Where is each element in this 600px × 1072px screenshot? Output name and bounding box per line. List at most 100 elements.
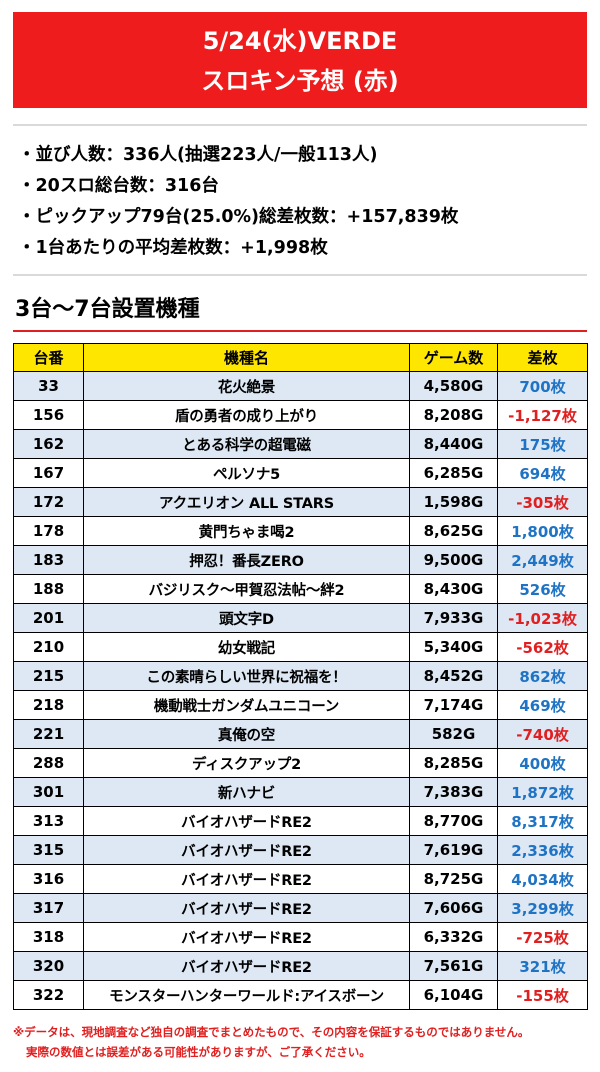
cell-games: 8,430G	[409, 574, 498, 604]
stats-list: ・並び人数：336人(抽選223人/一般113人) ・20スロ総台数：316台 …	[18, 140, 588, 264]
table-row: 317 バイオハザードRE2 7,606G 3,299枚	[13, 893, 588, 923]
cell-number: 288	[13, 748, 84, 778]
cell-number: 322	[13, 980, 84, 1010]
cell-diff: 3,299枚	[497, 893, 588, 923]
cell-number: 317	[13, 893, 84, 923]
cell-games: 582G	[409, 719, 498, 749]
table-row: 215 この素晴らしい世界に祝福を！ 8,452G 862枚	[13, 661, 588, 691]
cell-machine-name: バイオハザードRE2	[83, 864, 410, 894]
cell-diff: -305枚	[497, 487, 588, 517]
cell-machine-name: アクエリオン ALL STARS	[83, 487, 410, 517]
table-row: 301 新ハナビ 7,383G 1,872枚	[13, 777, 588, 807]
cell-number: 301	[13, 777, 84, 807]
cell-machine-name: 幼女戦記	[83, 632, 410, 662]
table-row: 322 モンスターハンターワールド:アイスボーン 6,104G -155枚	[13, 980, 588, 1010]
cell-number: 210	[13, 632, 84, 662]
disclaimer-line1: ※データは、現地調査など独自の調査でまとめたもので、その内容を保証するものではあ…	[13, 1025, 530, 1039]
section-underline	[13, 330, 587, 332]
cell-diff: 694枚	[497, 458, 588, 488]
col-header-games: ゲーム数	[409, 343, 498, 372]
table-row: 172 アクエリオン ALL STARS 1,598G -305枚	[13, 487, 588, 517]
cell-number: 178	[13, 516, 84, 546]
cell-number: 316	[13, 864, 84, 894]
cell-games: 8,625G	[409, 516, 498, 546]
cell-games: 8,452G	[409, 661, 498, 691]
cell-machine-name: 黄門ちゃま喝2	[83, 516, 410, 546]
disclaimer: ※データは、現地調査など独自の調査でまとめたもので、その内容を保証するものではあ…	[13, 1022, 598, 1062]
col-header-machine: 機種名	[83, 343, 410, 372]
cell-games: 9,500G	[409, 545, 498, 575]
cell-number: 313	[13, 806, 84, 836]
cell-machine-name: ペルソナ5	[83, 458, 410, 488]
cell-games: 7,174G	[409, 690, 498, 720]
table-row: 188 バジリスク～甲賀忍法帖～絆2 8,430G 526枚	[13, 574, 588, 604]
cell-diff: 175枚	[497, 429, 588, 459]
divider-bottom	[13, 274, 587, 276]
stat-line: ・1台あたりの平均差枚数：+1,998枚	[18, 238, 328, 258]
table-row: 33 花火絶景 4,580G 700枚	[13, 371, 588, 401]
table-row: 162 とある科学の超電磁 8,440G 175枚	[13, 429, 588, 459]
table-row: 316 バイオハザードRE2 8,725G 4,034枚	[13, 864, 588, 894]
cell-machine-name: バイオハザードRE2	[83, 893, 410, 923]
cell-number: 162	[13, 429, 84, 459]
cell-games: 7,561G	[409, 951, 498, 981]
col-header-diff: 差枚	[497, 343, 588, 372]
cell-diff: -155枚	[497, 980, 588, 1010]
table-row: 318 バイオハザードRE2 6,332G -725枚	[13, 922, 588, 952]
cell-machine-name: ディスクアップ2	[83, 748, 410, 778]
cell-diff: 4,034枚	[497, 864, 588, 894]
cell-machine-name: 盾の勇者の成り上がり	[83, 400, 410, 430]
col-header-number: 台番	[13, 343, 84, 372]
cell-diff: -562枚	[497, 632, 588, 662]
cell-diff: 862枚	[497, 661, 588, 691]
cell-diff: 8,317枚	[497, 806, 588, 836]
cell-diff: -1,023枚	[497, 603, 588, 633]
title-subtitle: スロキン予想 (赤)	[201, 67, 399, 95]
table-row: 210 幼女戦記 5,340G -562枚	[13, 632, 588, 662]
cell-games: 7,933G	[409, 603, 498, 633]
cell-games: 8,770G	[409, 806, 498, 836]
cell-diff: -725枚	[497, 922, 588, 952]
disclaimer-line2: 実際の数値とは誤差がある可能性がありますが、ご了承ください。	[26, 1045, 371, 1059]
cell-machine-name: 新ハナビ	[83, 777, 410, 807]
cell-games: 4,580G	[409, 371, 498, 401]
table-row: 221 真俺の空 582G -740枚	[13, 719, 588, 749]
table-row: 178 黄門ちゃま喝2 8,625G 1,800枚	[13, 516, 588, 546]
cell-number: 172	[13, 487, 84, 517]
table-row: 167 ペルソナ5 6,285G 694枚	[13, 458, 588, 488]
cell-diff: 321枚	[497, 951, 588, 981]
table-header-row: 台番 機種名 ゲーム数 差枚	[13, 343, 588, 372]
stat-line: ・並び人数：336人(抽選223人/一般113人)	[18, 145, 378, 165]
cell-diff: 2,449枚	[497, 545, 588, 575]
cell-machine-name: バイオハザードRE2	[83, 951, 410, 981]
cell-machine-name: バイオハザードRE2	[83, 922, 410, 952]
table-row: 218 機動戦士ガンダムユニコーン 7,174G 469枚	[13, 690, 588, 720]
machine-table: 台番 機種名 ゲーム数 差枚 33 花火絶景 4,580G 700枚 156 盾の勇者の成…	[13, 343, 588, 1010]
cell-number: 188	[13, 574, 84, 604]
cell-games: 8,725G	[409, 864, 498, 894]
cell-games: 7,606G	[409, 893, 498, 923]
cell-games: 6,332G	[409, 922, 498, 952]
cell-number: 201	[13, 603, 84, 633]
cell-number: 315	[13, 835, 84, 865]
table-row: 156 盾の勇者の成り上がり 8,208G -1,127枚	[13, 400, 588, 430]
cell-games: 5,340G	[409, 632, 498, 662]
section-title: 3台～7台設置機種	[15, 297, 200, 322]
cell-games: 7,383G	[409, 777, 498, 807]
cell-games: 8,285G	[409, 748, 498, 778]
cell-number: 221	[13, 719, 84, 749]
cell-number: 318	[13, 922, 84, 952]
divider-top	[13, 124, 587, 126]
cell-diff: 1,800枚	[497, 516, 588, 546]
cell-machine-name: バイオハザードRE2	[83, 806, 410, 836]
cell-machine-name: 機動戦士ガンダムユニコーン	[83, 690, 410, 720]
title-date-store: 5/24(水)VERDE	[202, 27, 398, 55]
cell-number: 167	[13, 458, 84, 488]
cell-games: 8,440G	[409, 429, 498, 459]
cell-diff: 469枚	[497, 690, 588, 720]
stat-line: ・ピックアップ79台(25.0%)総差枚数：+157,839枚	[18, 207, 459, 227]
cell-number: 215	[13, 661, 84, 691]
table-row: 288 ディスクアップ2 8,285G 400枚	[13, 748, 588, 778]
cell-diff: -740枚	[497, 719, 588, 749]
cell-diff: 526枚	[497, 574, 588, 604]
